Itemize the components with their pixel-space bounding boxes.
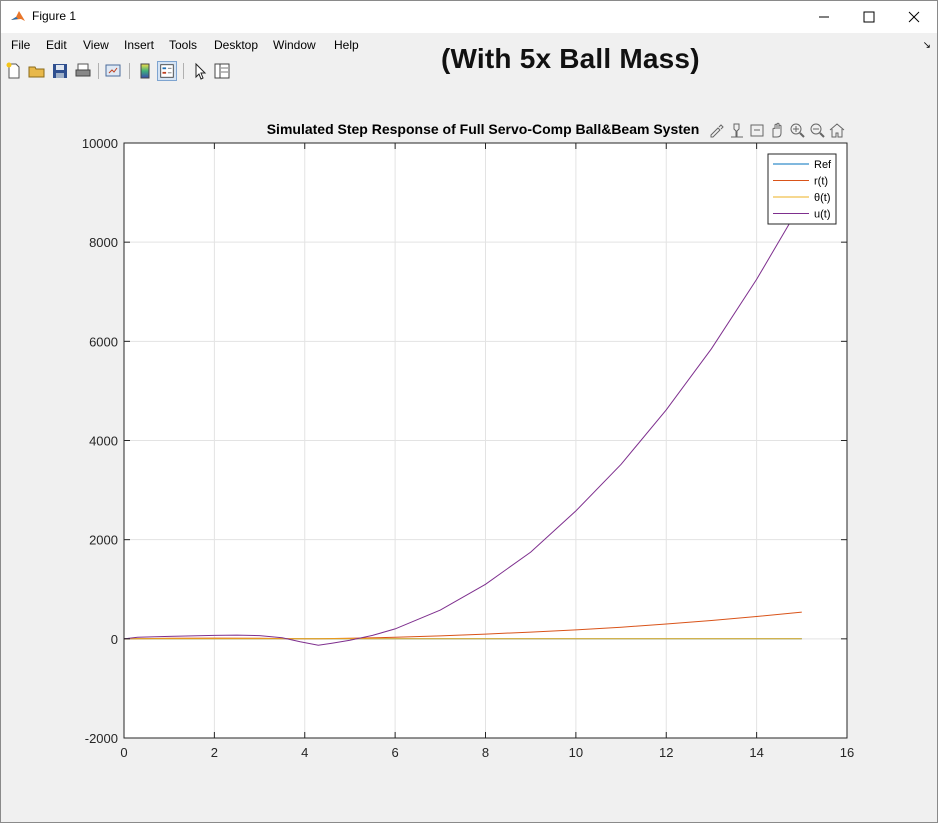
legend-label: Ref xyxy=(814,159,832,171)
series-line-3 xyxy=(123,202,803,646)
save-icon[interactable] xyxy=(50,61,70,81)
chart-title: Simulated Step Response of Full Servo-Co… xyxy=(267,121,700,137)
matlab-icon xyxy=(11,11,25,21)
menu-desktop[interactable]: Desktop xyxy=(214,38,259,52)
home-icon[interactable] xyxy=(828,121,846,139)
y-tick-label: 10000 xyxy=(82,136,118,151)
y-tick-label: -2000 xyxy=(85,731,118,746)
new-figure-icon[interactable] xyxy=(4,61,24,81)
legend[interactable]: Ref r(t) θ(t) u(t) xyxy=(767,153,837,225)
maximize-button[interactable] xyxy=(846,1,892,33)
pointer-icon[interactable] xyxy=(190,61,210,81)
brush-icon[interactable] xyxy=(708,121,726,139)
menu-view[interactable]: View xyxy=(83,38,109,52)
toolbar-separator xyxy=(129,63,130,79)
menu-insert[interactable]: Insert xyxy=(124,38,155,52)
x-tick-label: 16 xyxy=(840,745,854,760)
legend-label: θ(t) xyxy=(814,192,831,204)
x-tick-label: 4 xyxy=(301,745,308,760)
menu-file[interactable]: File xyxy=(11,38,31,52)
toolbar-separator xyxy=(98,63,99,79)
overlay-caption: (With 5x Ball Mass) xyxy=(441,43,700,74)
x-tick-label: 0 xyxy=(120,745,127,760)
x-tick-label: 8 xyxy=(482,745,489,760)
close-icon xyxy=(908,11,920,23)
colorbar-icon[interactable] xyxy=(135,61,155,81)
menu-window[interactable]: Window xyxy=(273,38,316,52)
print-icon[interactable] xyxy=(73,61,93,81)
data-tips-icon[interactable] xyxy=(728,121,746,139)
zoom-in-icon[interactable] xyxy=(788,121,806,139)
minimize-button[interactable] xyxy=(801,1,847,33)
x-tick-label: 14 xyxy=(749,745,763,760)
figure-toolbar xyxy=(1,58,937,84)
x-tick-label: 2 xyxy=(211,745,218,760)
y-tick-label: 0 xyxy=(111,632,118,647)
y-tick-label: 8000 xyxy=(89,235,118,250)
property-inspector-icon[interactable] xyxy=(212,61,232,81)
minimize-icon xyxy=(819,16,829,18)
legend-box[interactable] xyxy=(767,153,837,225)
open-file-icon[interactable] xyxy=(27,61,47,81)
maximize-icon xyxy=(863,11,875,23)
y-tick-label: 4000 xyxy=(89,434,118,449)
close-button[interactable] xyxy=(891,1,937,33)
legend-icon[interactable] xyxy=(157,61,177,81)
x-tick-label: 12 xyxy=(659,745,673,760)
y-tick-label: 2000 xyxy=(89,533,118,548)
menu-edit[interactable]: Edit xyxy=(46,38,67,52)
menu-tools[interactable]: Tools xyxy=(169,38,198,52)
series xyxy=(123,202,803,646)
y-tick-label: 6000 xyxy=(89,334,118,349)
title-bar[interactable]: Figure 1 xyxy=(1,1,937,33)
toolbar-separator xyxy=(183,63,184,79)
link-plot-icon[interactable] xyxy=(103,61,123,81)
export-icon[interactable] xyxy=(748,121,766,139)
zoom-out-icon[interactable] xyxy=(808,121,826,139)
dock-arrow-icon[interactable]: ↘ xyxy=(922,40,931,51)
legend-label: r(t) xyxy=(814,176,828,188)
x-tick-label: 6 xyxy=(392,745,399,760)
menu-help[interactable]: Help xyxy=(334,38,359,52)
window-title: Figure 1 xyxy=(32,9,77,23)
series-line-1 xyxy=(123,611,802,640)
pan-icon[interactable] xyxy=(768,121,786,139)
legend-label: u(t) xyxy=(814,209,831,221)
menu-bar: File Edit View Insert Tools Desktop Wind… xyxy=(1,35,937,55)
x-tick-label: 10 xyxy=(569,745,583,760)
